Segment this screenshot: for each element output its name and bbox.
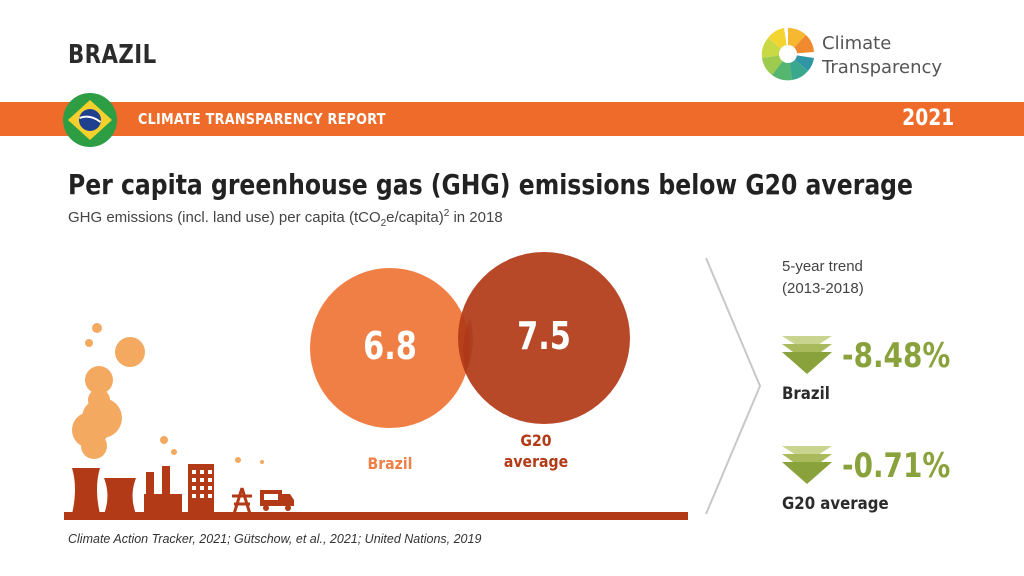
- trend-heading-line2: (2013-2018): [782, 280, 864, 297]
- down-arrow-icon: [782, 446, 832, 484]
- page-title: Per capita greenhouse gas (GHG) emission…: [68, 168, 913, 201]
- subhead-mid: e/capita): [386, 209, 444, 226]
- sunburst-logo-icon: [761, 27, 814, 81]
- truck-wheel: [285, 505, 291, 511]
- brazil-value: 6.8: [363, 324, 417, 368]
- smoke-puff: [160, 436, 168, 444]
- smoke-puff: [260, 460, 264, 464]
- trend-value-brazil: -8.48%: [842, 336, 951, 376]
- band-title: CLIMATE TRANSPARENCY REPORT: [138, 110, 386, 128]
- logo-text-line2: Transparency: [822, 57, 943, 78]
- band-year: 2021: [901, 106, 954, 131]
- chevron-divider-icon: [705, 257, 762, 515]
- source-note: Climate Action Tracker, 2021; Gütschow, …: [68, 532, 482, 546]
- factory-building: [144, 494, 182, 514]
- report-band: [0, 102, 1024, 136]
- g20-circle: [458, 252, 630, 424]
- smoke-puff: [81, 433, 107, 459]
- smoke-puff: [92, 323, 102, 333]
- smoke-puff: [115, 337, 145, 367]
- brazil-flag-icon: [63, 93, 117, 147]
- g20-circle-label: G20 average: [492, 430, 580, 472]
- trend-label-brazil: Brazil: [782, 384, 830, 404]
- logo-text-line1: Climate: [822, 33, 892, 54]
- g20-value: 7.5: [517, 314, 571, 358]
- smoke-puff: [85, 339, 93, 347]
- cooling-tower: [104, 478, 136, 514]
- truck-wheel: [263, 505, 269, 511]
- g20-label-line1: G20: [520, 431, 552, 450]
- climate-transparency-logo: Climate Transparency: [760, 26, 970, 86]
- brazil-circle-label: Brazil: [367, 454, 413, 473]
- trend-value-g20: -0.71%: [842, 446, 951, 486]
- smoke-puff: [235, 457, 241, 463]
- subhead-sup: 2: [443, 208, 450, 219]
- subhead-post: in 2018: [449, 209, 503, 226]
- page-subtitle: GHG emissions (incl. land use) per capit…: [68, 208, 503, 229]
- brazil-circle: [310, 268, 470, 428]
- ground-line: [64, 512, 688, 520]
- down-arrow-icon: [782, 336, 832, 374]
- chimney: [162, 466, 170, 514]
- smoke-puff: [171, 449, 177, 455]
- country-title: BRAZIL: [68, 40, 157, 70]
- trend-label-g20: G20 average: [782, 494, 889, 514]
- emissions-comparison: 6.8 7.5 Brazil G20 average: [300, 248, 660, 488]
- subhead-pre: GHG emissions (incl. land use) per capit…: [68, 209, 381, 226]
- truck-cab: [282, 494, 294, 506]
- g20-label-line2: average: [503, 452, 569, 471]
- smoke-puff: [85, 366, 113, 394]
- industry-skyline-illustration: [64, 323, 688, 520]
- cooling-tower: [72, 468, 100, 514]
- trend-heading-line1: 5-year trend: [782, 258, 863, 275]
- trend-heading: 5-year trend (2013-2018): [782, 256, 864, 300]
- chimney: [146, 472, 154, 514]
- subhead-sub: 2: [380, 218, 387, 229]
- power-pylon: [232, 487, 252, 515]
